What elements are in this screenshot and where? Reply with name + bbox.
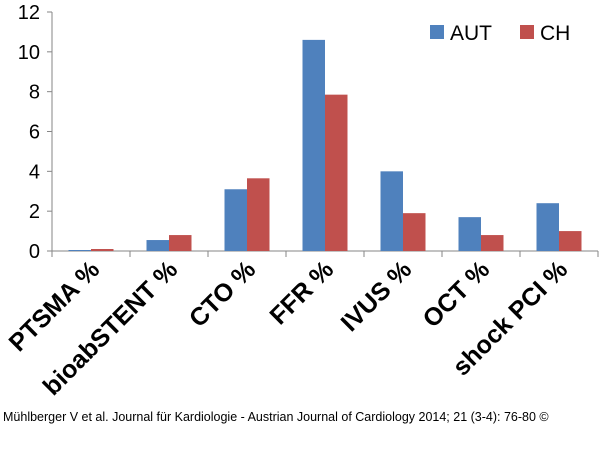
bar-chart: 0 2 4 6 8 10 12 PTSMA %bioabSTENT % CTO % FFR %I…	[4, 2, 599, 401]
y-tick-label: 10	[18, 42, 40, 64]
x-axis: PTSMA %bioabSTENT % CTO % FFR %IVUS % OCT %…	[4, 250, 599, 401]
y-tick-label: 0	[29, 241, 40, 263]
bar-aut	[302, 39, 325, 252]
legend-swatch-ch	[520, 25, 534, 39]
bar-aut	[68, 250, 91, 251]
source-caption: Mühlberger V et al. Journal für Kardiolo…	[3, 410, 549, 424]
bar-ch	[403, 213, 426, 251]
y-tick-label: 6	[29, 122, 40, 144]
bar-aut	[536, 203, 559, 251]
bar-ch	[559, 231, 582, 251]
bar-ch	[91, 249, 114, 251]
bar-aut	[380, 171, 403, 251]
legend-label-ch: CH	[540, 22, 570, 45]
x-tick-label: bioabSTENT %	[38, 255, 184, 401]
bar-ch	[481, 235, 504, 251]
legend-swatch-aut	[430, 25, 444, 39]
bar-aut	[458, 217, 481, 251]
bar-ch	[247, 178, 270, 251]
legend-label-aut: AUT	[450, 22, 492, 45]
legend: AUT CH	[430, 22, 570, 45]
x-tick-label: FFR %	[264, 255, 339, 330]
y-tick-label: 4	[29, 161, 40, 183]
y-tick-label: 2	[29, 201, 40, 223]
bar-aut	[224, 189, 247, 251]
y-axis: 0 2 4 6 8 10 12	[18, 2, 53, 263]
y-tick-label: 8	[29, 82, 40, 104]
bar-ch	[169, 235, 192, 251]
bar-aut	[146, 240, 169, 251]
bars	[68, 39, 582, 252]
bar-ch	[325, 94, 348, 251]
x-tick-label: IVUS %	[336, 255, 418, 337]
y-tick-label: 12	[18, 2, 40, 24]
x-tick-label: CTO %	[184, 255, 261, 332]
x-tick-label: OCT %	[417, 255, 495, 333]
